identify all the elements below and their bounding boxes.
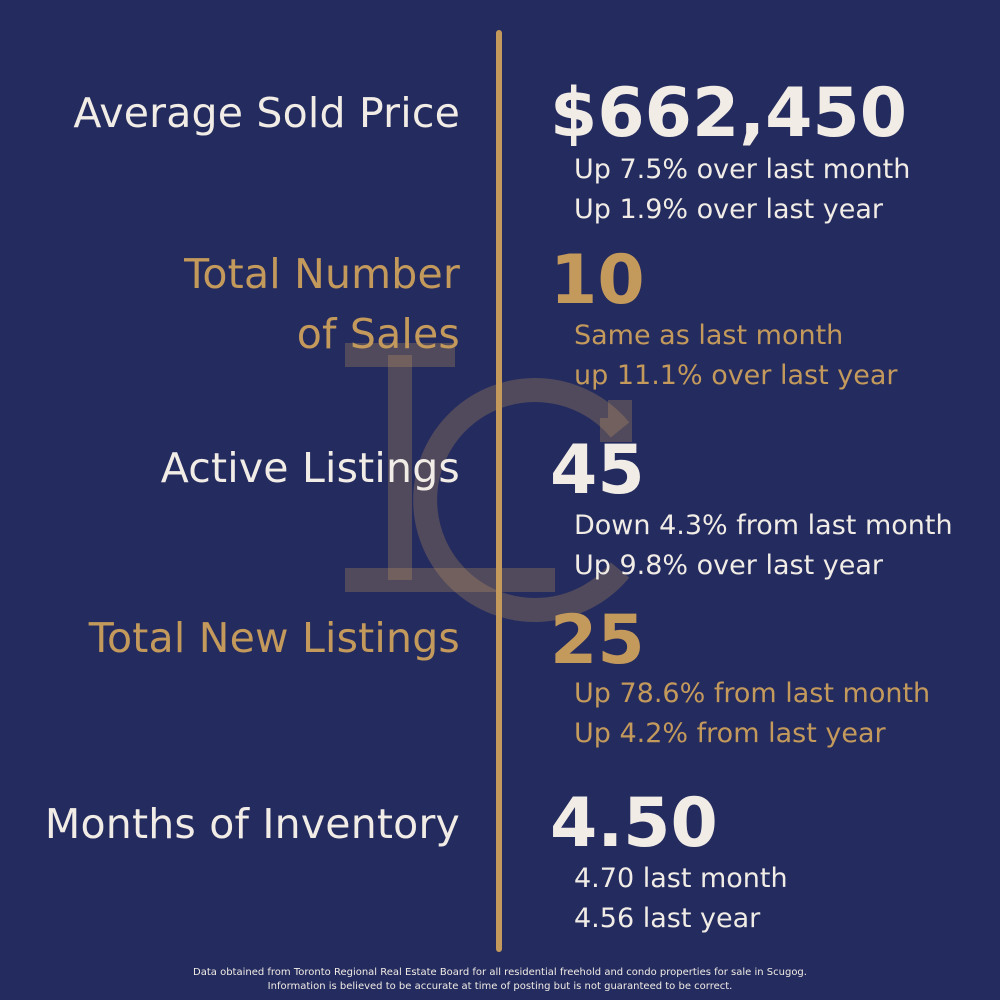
total-sales-monthly-change: Same as last month bbox=[574, 320, 844, 351]
disclaimer-line-2: Information is believed to be accurate a… bbox=[267, 981, 733, 992]
months-inventory-last-month: 4.70 last month bbox=[574, 863, 788, 894]
new-listings-value: 25 bbox=[550, 601, 645, 680]
months-inventory-value: 4.50 bbox=[550, 784, 718, 863]
data-source-disclaimer: Data obtained from Toronto Regional Real… bbox=[0, 966, 1000, 994]
months-inventory-last-year: 4.56 last year bbox=[574, 903, 761, 934]
new-listings-label: Total New Listings bbox=[88, 614, 460, 662]
active-listings-monthly-change: Down 4.3% from last month bbox=[574, 510, 953, 541]
total-sales-yearly-change: up 11.1% over last year bbox=[574, 360, 898, 391]
total-sales-value: 10 bbox=[550, 241, 645, 320]
months-inventory-label: Months of Inventory bbox=[44, 800, 460, 848]
new-listings-monthly-change: Up 78.6% from last month bbox=[574, 678, 931, 709]
active-listings-yearly-change: Up 9.8% over last year bbox=[574, 550, 883, 581]
lc-monogram-logo-icon bbox=[345, 343, 632, 622]
total-sales-label-line2: of Sales bbox=[296, 310, 460, 358]
active-listings-value: 45 bbox=[550, 431, 645, 510]
average-sold-price-yearly-change: Up 1.9% over last year bbox=[574, 194, 883, 225]
average-sold-price-label: Average Sold Price bbox=[73, 89, 460, 137]
average-sold-price-value: $662,450 bbox=[550, 74, 908, 153]
new-listings-yearly-change: Up 4.2% from last year bbox=[574, 718, 886, 749]
average-sold-price-monthly-change: Up 7.5% over last month bbox=[574, 154, 911, 185]
vertical-divider bbox=[496, 30, 502, 952]
active-listings-label: Active Listings bbox=[160, 444, 460, 492]
total-sales-label-line1: Total Number bbox=[184, 250, 460, 298]
disclaimer-line-1: Data obtained from Toronto Regional Real… bbox=[193, 967, 807, 978]
